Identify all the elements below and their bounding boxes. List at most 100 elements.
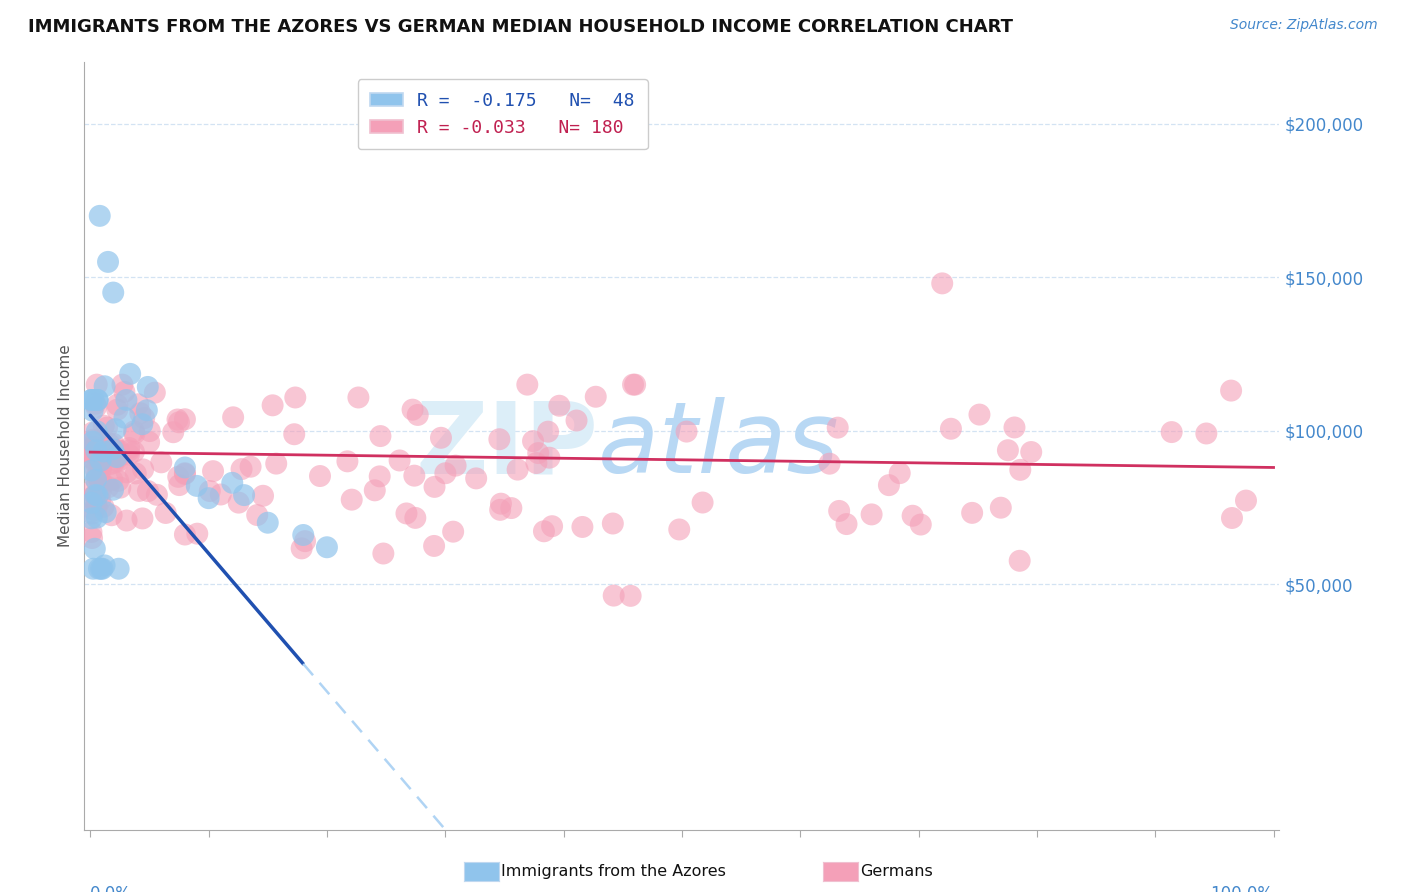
Point xyxy=(1010,463,1032,477)
Point xyxy=(146,488,169,502)
Point xyxy=(101,443,124,458)
Point xyxy=(136,380,159,394)
Legend: R =  -0.175   N=  48, R = -0.033   N= 180: R = -0.175 N= 48, R = -0.033 N= 180 xyxy=(357,79,648,150)
Point xyxy=(90,446,112,460)
Point xyxy=(222,410,245,425)
Point xyxy=(86,377,108,392)
Point xyxy=(132,462,155,476)
Point xyxy=(174,527,197,541)
Point xyxy=(860,508,883,522)
Point xyxy=(1220,384,1243,398)
Point xyxy=(309,469,332,483)
Point xyxy=(827,420,849,434)
Point xyxy=(90,479,112,493)
Point xyxy=(1004,420,1026,434)
Point xyxy=(100,508,122,523)
Point xyxy=(174,466,197,480)
Point xyxy=(284,391,307,405)
Point xyxy=(90,562,112,576)
Point xyxy=(169,478,191,492)
Point xyxy=(86,425,108,439)
Point xyxy=(114,410,136,425)
Point xyxy=(82,392,104,407)
Point xyxy=(101,442,124,457)
Point xyxy=(93,379,115,393)
Point xyxy=(406,408,429,422)
Point xyxy=(186,526,208,541)
Point xyxy=(692,495,714,509)
Point xyxy=(533,524,555,539)
Point xyxy=(256,516,278,530)
Point xyxy=(118,443,141,458)
Point xyxy=(347,391,370,405)
Point xyxy=(548,399,571,413)
Point xyxy=(423,539,446,553)
Point xyxy=(89,452,111,467)
Point xyxy=(80,392,103,407)
Point xyxy=(620,589,643,603)
Point xyxy=(82,433,104,447)
Point xyxy=(444,458,467,473)
Point xyxy=(198,483,221,498)
Y-axis label: Median Household Income: Median Household Income xyxy=(58,344,73,548)
Point xyxy=(294,534,316,549)
Point xyxy=(120,367,142,381)
Point xyxy=(537,425,560,439)
Point xyxy=(174,467,197,481)
Point xyxy=(103,285,125,300)
Text: atlas: atlas xyxy=(599,398,839,494)
Point xyxy=(93,441,115,455)
Point xyxy=(129,406,152,420)
Point xyxy=(239,459,262,474)
Point xyxy=(93,558,115,573)
Point xyxy=(889,466,911,480)
Point xyxy=(524,456,547,470)
Point xyxy=(108,443,131,458)
Point xyxy=(80,496,103,510)
Point xyxy=(373,547,395,561)
Point xyxy=(818,457,841,471)
Point xyxy=(91,445,114,459)
Point xyxy=(969,408,991,422)
Point xyxy=(624,377,647,392)
Point xyxy=(80,464,103,478)
Point xyxy=(86,468,108,483)
Point xyxy=(506,462,529,476)
Point xyxy=(931,277,953,291)
Point xyxy=(83,503,105,517)
Point xyxy=(252,489,274,503)
Point xyxy=(115,392,138,407)
Point xyxy=(105,450,128,464)
Point xyxy=(94,450,117,465)
Point xyxy=(84,474,107,488)
Point xyxy=(262,398,284,412)
Point xyxy=(86,500,108,514)
Point xyxy=(80,450,103,465)
Point xyxy=(340,492,363,507)
Point xyxy=(441,524,464,539)
Point xyxy=(527,446,550,460)
Point xyxy=(118,441,141,455)
Point xyxy=(291,541,314,556)
Point xyxy=(83,435,105,450)
Point xyxy=(96,448,118,462)
Point xyxy=(388,453,411,467)
Point xyxy=(89,493,111,508)
Point xyxy=(122,425,145,439)
Point xyxy=(86,441,108,455)
Point xyxy=(82,440,104,454)
Point xyxy=(100,457,122,471)
Point xyxy=(82,434,104,449)
Point xyxy=(404,468,426,483)
Point xyxy=(221,475,243,490)
Text: ZIP: ZIP xyxy=(415,398,599,494)
Point xyxy=(174,460,197,475)
Point xyxy=(128,483,150,498)
Text: 0.0%: 0.0% xyxy=(90,885,132,892)
Point xyxy=(83,541,105,556)
Point xyxy=(877,478,900,492)
Point xyxy=(90,460,112,475)
Point xyxy=(364,483,387,498)
Point xyxy=(197,491,219,505)
Point xyxy=(135,403,157,417)
